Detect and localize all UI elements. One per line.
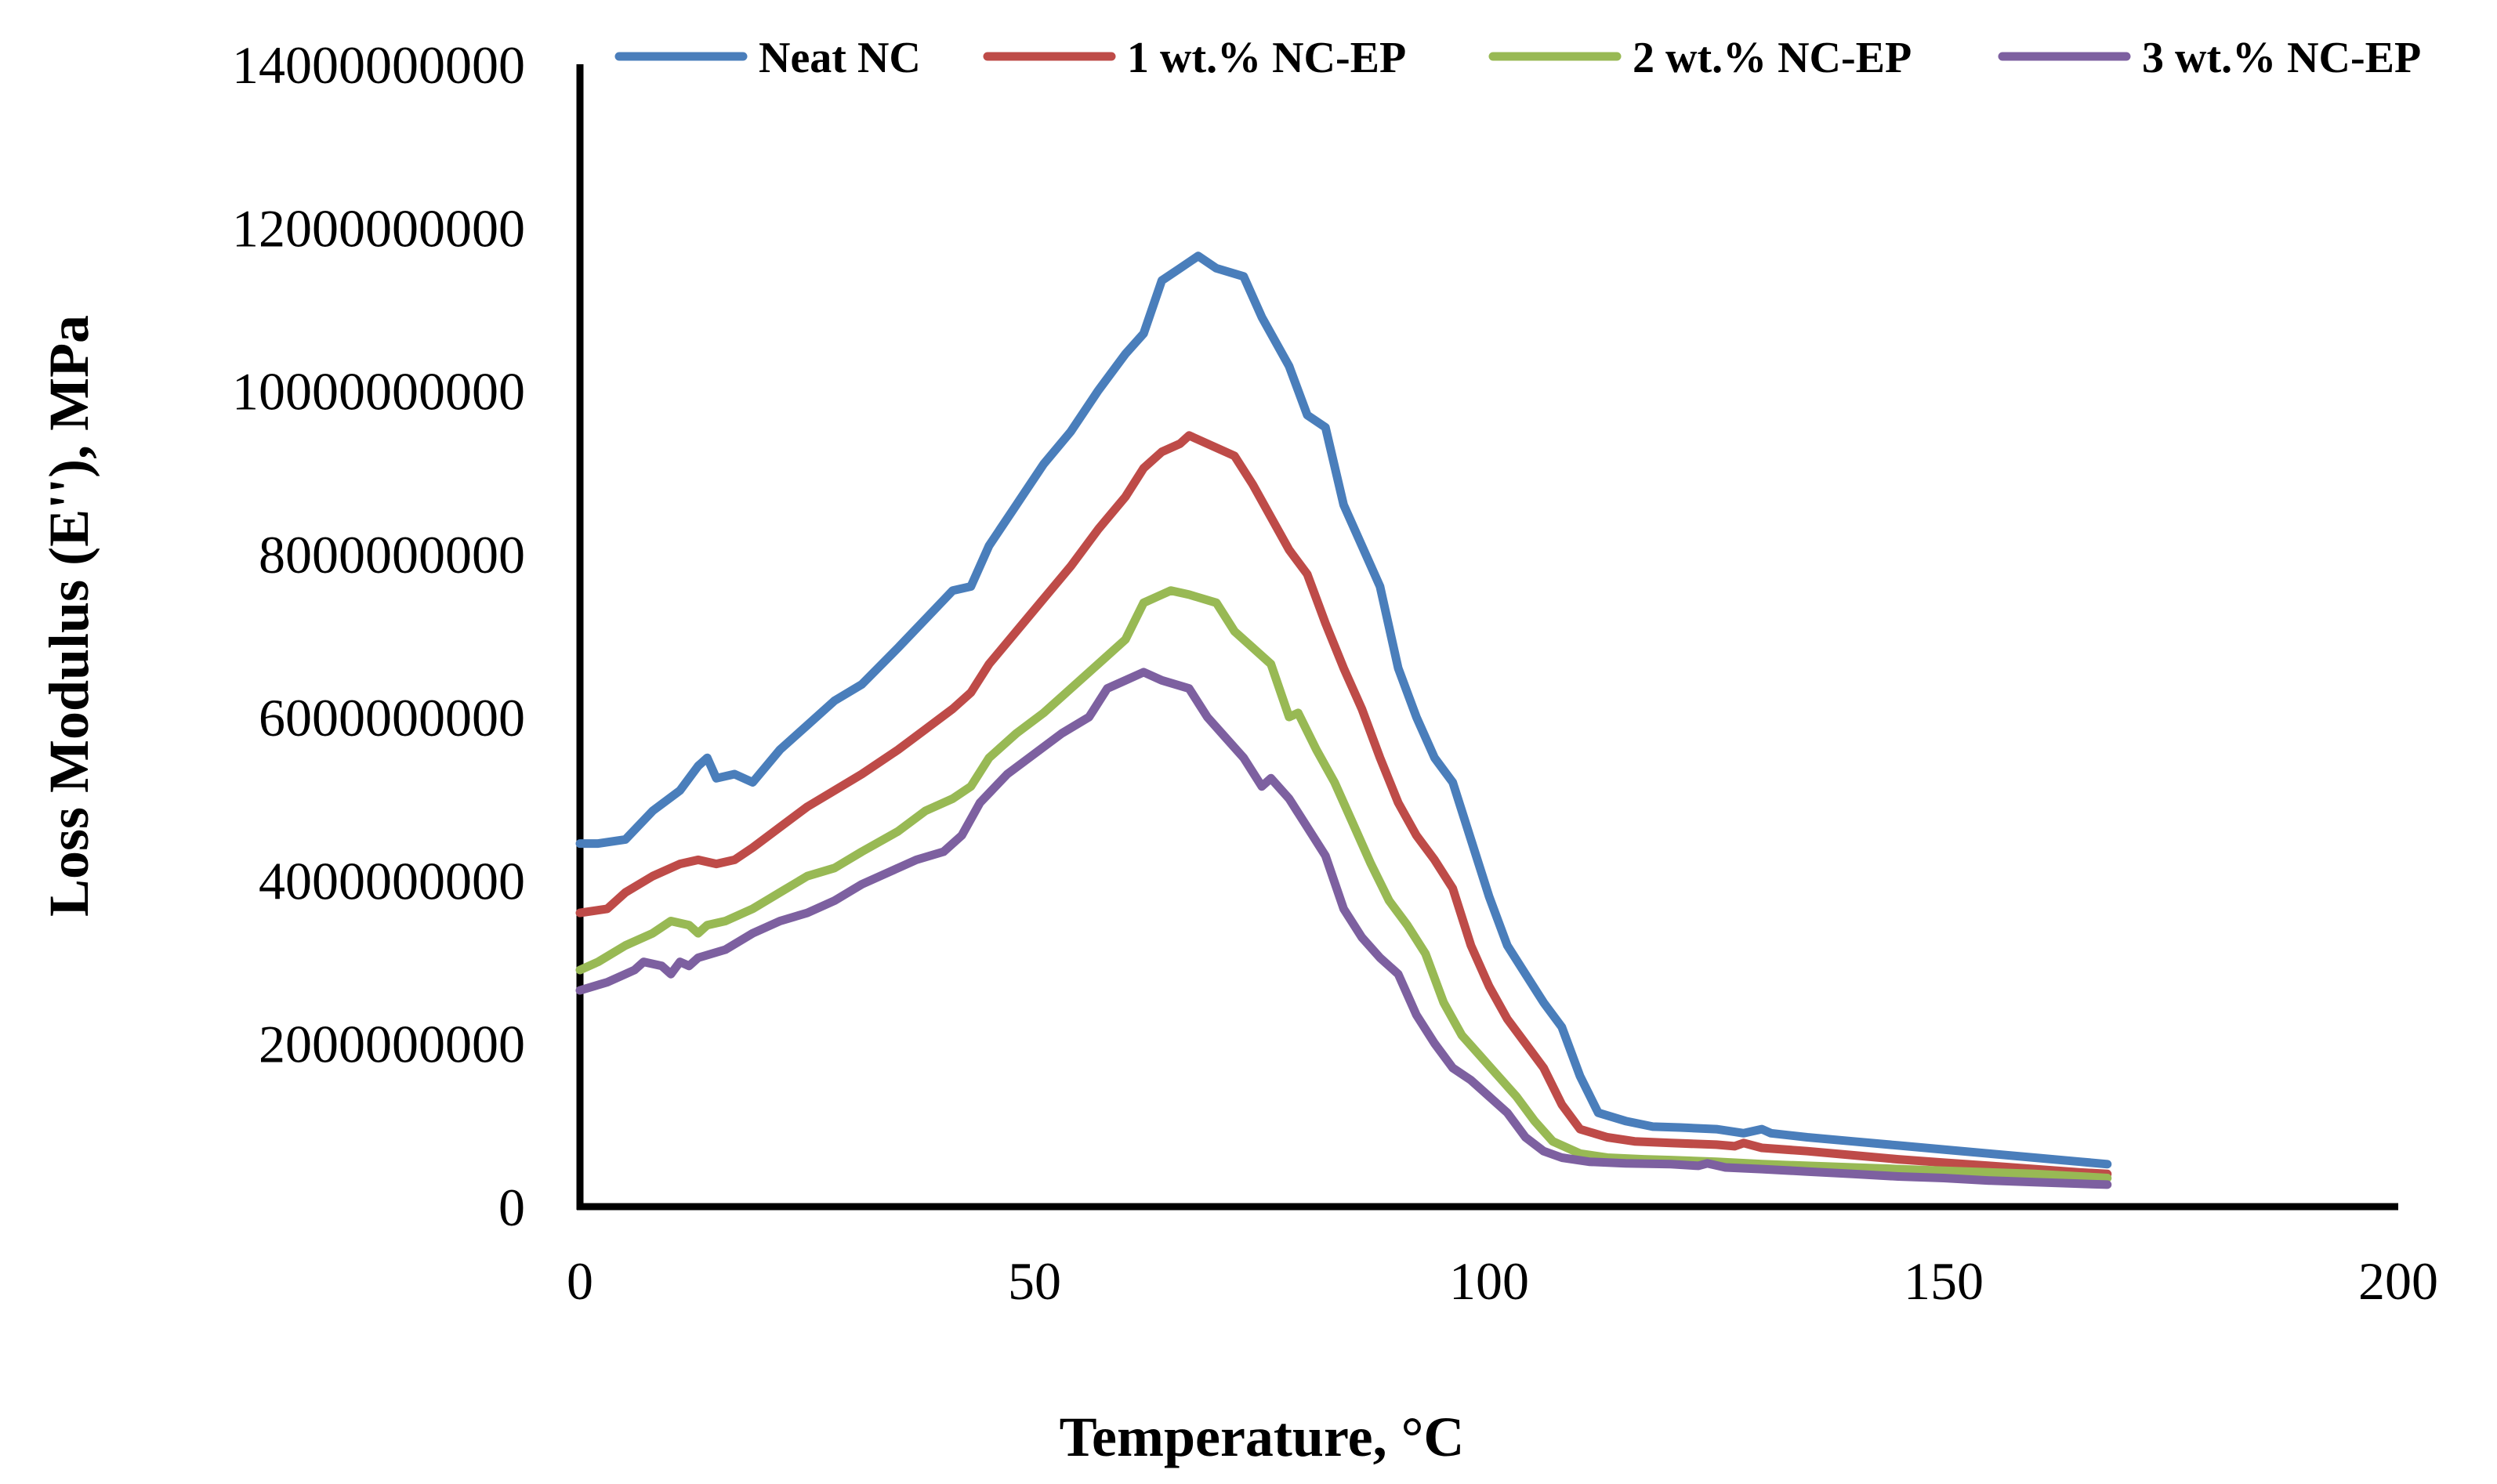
y-tick-label: 4000000000 [259, 851, 525, 910]
y-tick-labels: 0 2000000000 4000000000 6000000000 800000000… [232, 35, 525, 1237]
x-tick-label: 200 [2358, 1251, 2438, 1311]
x-tick-label: 50 [1008, 1251, 1061, 1311]
y-tick-label: 0 [498, 1178, 525, 1237]
y-tick-label: 2000000000 [259, 1015, 525, 1074]
legend-label-1: Neat NC [759, 34, 921, 82]
x-tick-labels: 0 50 100 150 200 [567, 1251, 2438, 1311]
y-tick-label: 8000000000 [259, 525, 525, 585]
legend-label-4: 3 wt.% NC-EP [2142, 34, 2421, 82]
series-line-2 [575, 431, 2112, 1178]
y-tick-label: 12000000000 [232, 198, 525, 258]
y-tick-label: 6000000000 [259, 688, 525, 747]
legend: Neat NC 1 wt.% NC-EP 2 wt.% NC-EP 3 wt.% NC… [614, 34, 2421, 82]
x-tick-label: 150 [1904, 1251, 1984, 1311]
legend-label-2: 1 wt.% NC-EP [1127, 34, 1406, 82]
x-tick-label: 100 [1449, 1251, 1529, 1311]
chart-axes [576, 64, 2398, 1211]
legend-label-3: 2 wt.% NC-EP [1633, 34, 1912, 82]
x-tick-label: 0 [567, 1251, 593, 1311]
series-line-4 [575, 668, 2112, 1189]
series-lines [575, 252, 2112, 1189]
y-tick-label: 10000000000 [232, 362, 525, 422]
y-tick-label: 14000000000 [232, 35, 525, 95]
x-axis-title: Temperature, °C [1060, 1406, 1465, 1468]
y-axis-title: Loss Modulus (E''), MPa [38, 315, 100, 917]
series-line-1 [575, 252, 2112, 1169]
